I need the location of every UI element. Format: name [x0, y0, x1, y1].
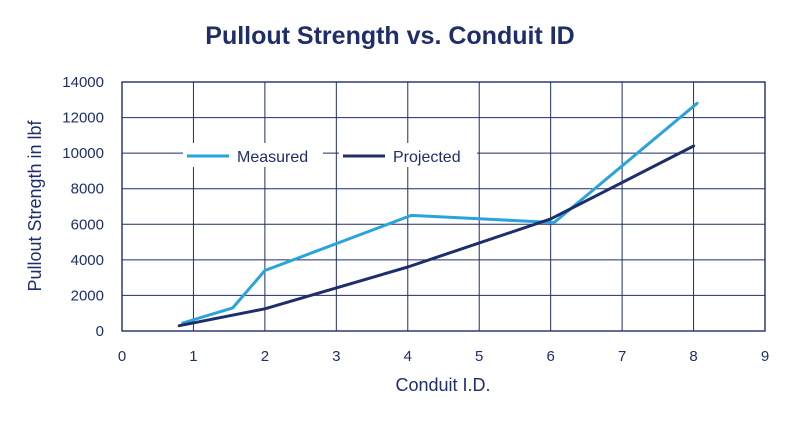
y-tick-label: 0: [96, 323, 104, 340]
x-tick-label: 6: [546, 348, 554, 365]
x-tick-label: 7: [618, 348, 626, 365]
x-tick-label: 5: [475, 348, 483, 365]
y-axis-ticks: 0 2000 4000 6000 8000 10000 12000 14000: [62, 74, 104, 340]
y-tick-label: 12000: [62, 110, 104, 127]
x-tick-label: 4: [404, 348, 412, 365]
y-tick-label: 8000: [71, 181, 104, 198]
y-tick-label: 2000: [71, 287, 104, 304]
series-line-measured: [181, 101, 699, 325]
plot-frame: [121, 81, 766, 332]
y-tick-label: 4000: [71, 252, 104, 269]
x-axis-ticks: 0 1 2 3 4 5 6 7 8 9: [118, 348, 769, 365]
series-line-projected: [177, 144, 696, 328]
y-tick-label: 6000: [71, 216, 104, 233]
series-lines: [177, 101, 699, 328]
y-axis-label: Pullout Strength in lbf: [25, 119, 45, 291]
x-axis-label: Conduit I.D.: [395, 375, 490, 395]
x-tick-label: 8: [689, 348, 697, 365]
x-tick-label: 3: [332, 348, 340, 365]
x-tick-label: 0: [118, 348, 126, 365]
legend-label-measured: Measured: [237, 149, 308, 166]
x-tick-label: 1: [189, 348, 197, 365]
legend: Measured Projected: [183, 143, 477, 167]
x-tick-label: 2: [261, 348, 269, 365]
x-tick-label: 9: [761, 348, 769, 365]
legend-label-projected: Projected: [393, 149, 461, 166]
y-tick-label: 14000: [62, 74, 104, 91]
chart-title: Pullout Strength vs. Conduit ID: [205, 22, 574, 50]
y-tick-label: 10000: [62, 145, 104, 162]
grid: [122, 82, 765, 331]
